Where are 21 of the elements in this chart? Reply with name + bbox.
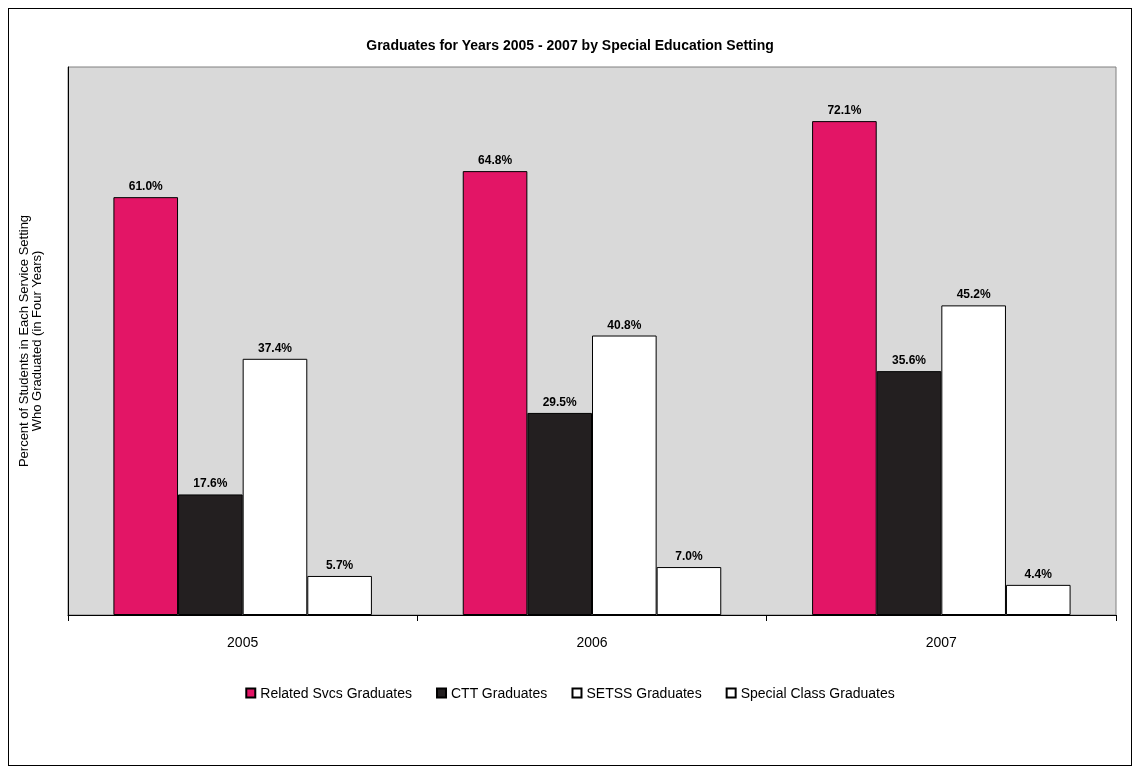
data-label: 35.6% xyxy=(892,353,927,368)
data-label: 7.0% xyxy=(675,549,703,564)
data-label: 64.8% xyxy=(478,153,513,168)
data-label: 29.5% xyxy=(542,394,578,409)
chart-title: Graduates for Years 2005 - 2007 by Special Education Setting xyxy=(366,37,774,53)
data-label: 4.4% xyxy=(1024,566,1053,581)
x-tick-label: 2006 xyxy=(576,634,608,650)
legend-label: Special Class Graduates xyxy=(740,685,895,701)
y-axis-title: Percent of Students in Each Service Setting Who Graduated (in Four Years) xyxy=(16,214,44,468)
x-tick-label: 2007 xyxy=(925,634,958,650)
legend-label: Related Svcs Graduates xyxy=(260,685,413,701)
data-label: 61.0% xyxy=(128,179,164,194)
data-label: 17.6% xyxy=(193,476,228,491)
legend-label: CTT Graduates xyxy=(451,685,548,701)
data-label: 72.1% xyxy=(827,103,862,118)
data-label: 40.8% xyxy=(607,317,642,332)
data-label: 37.4% xyxy=(257,340,293,355)
x-tick-label: 2005 xyxy=(227,634,259,650)
data-label: 5.7% xyxy=(325,557,354,572)
legend-label: SETSS Graduates xyxy=(586,685,702,701)
data-label: 45.2% xyxy=(956,287,991,302)
